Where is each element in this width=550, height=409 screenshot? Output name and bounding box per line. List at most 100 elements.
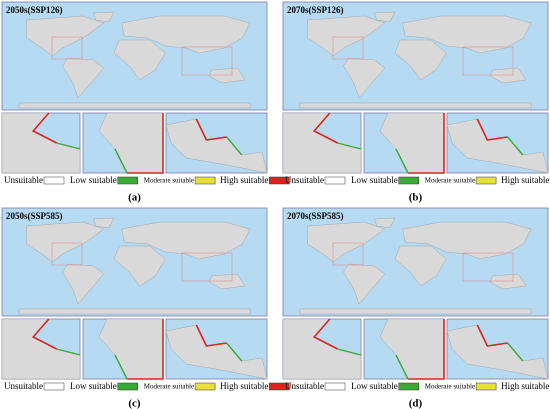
- legend-swatch: [398, 176, 419, 185]
- landmass: [374, 11, 396, 23]
- legend-label: Moderate suitable: [425, 177, 475, 185]
- low-suitable-coast: [226, 342, 243, 362]
- legend-label: Unsuitable: [285, 381, 324, 391]
- landmass: [113, 245, 166, 287]
- panel-title: 2070s(SSP585): [287, 211, 344, 221]
- legend-label: Unsuitable: [285, 175, 324, 185]
- inset-map: [363, 112, 445, 174]
- low-suitable-coast: [114, 354, 128, 380]
- panel-title: 2050s(SSP585): [6, 211, 63, 221]
- low-suitable-coast: [507, 136, 524, 156]
- low-suitable-coast: [507, 342, 524, 362]
- legend-label: High suitable: [220, 381, 268, 391]
- inset-map: [1, 318, 81, 380]
- legend-swatch: [269, 382, 290, 391]
- landmass: [26, 221, 105, 263]
- landmass: [62, 57, 104, 99]
- legend-swatch: [43, 382, 65, 391]
- inset-map: [82, 318, 164, 380]
- legend-label: Low suitable: [70, 175, 117, 185]
- landmass: [307, 15, 386, 57]
- panel-caption: (d): [409, 398, 423, 409]
- landmass: [26, 15, 105, 57]
- legend-swatch: [194, 382, 216, 391]
- landmass: [307, 221, 386, 263]
- inset-outline: [332, 36, 364, 60]
- high-suitable-coast: [195, 118, 227, 141]
- landmass: [121, 15, 251, 54]
- map-panel: 2050s(SSP126) Unsuitable Low suitable Moder…: [1, 1, 290, 204]
- high-suitable-coast: [31, 318, 57, 350]
- low-suitable-coast: [56, 348, 81, 356]
- legend-label: Moderate suitable: [144, 177, 194, 185]
- high-suitable-coast: [195, 324, 227, 347]
- inset-outline: [51, 36, 83, 60]
- high-suitable-coast: [127, 113, 164, 174]
- legend-label: Moderate suitable: [144, 383, 194, 391]
- inset-outline: [51, 242, 83, 266]
- landmass: [343, 263, 385, 305]
- inset-map: [446, 318, 549, 380]
- low-suitable-coast: [395, 354, 409, 380]
- legend-label: Low suitable: [351, 381, 398, 391]
- map-panel: 2070s(SSP126) Unsuitable Low suitable Moder…: [282, 1, 549, 204]
- legend-swatch: [43, 176, 65, 185]
- landmass: [121, 221, 251, 260]
- low-suitable-coast: [337, 348, 362, 356]
- landmass: [62, 263, 104, 305]
- high-suitable-coast: [312, 318, 338, 350]
- legend-swatch: [475, 176, 497, 185]
- landmass: [374, 217, 396, 229]
- inset-map: [165, 318, 268, 380]
- landmass: [299, 308, 532, 315]
- legend-label: High suitable: [501, 175, 549, 185]
- panel-caption: (b): [409, 192, 423, 204]
- high-suitable-coast: [476, 324, 508, 347]
- high-suitable-coast: [312, 112, 338, 144]
- high-suitable-coast: [127, 319, 164, 380]
- landmass: [394, 39, 447, 81]
- landmass: [113, 39, 166, 81]
- legend-swatch: [269, 176, 290, 185]
- legend-swatch: [398, 382, 419, 391]
- landmass: [343, 57, 385, 99]
- inset-map: [282, 318, 362, 380]
- landmass: [402, 15, 532, 54]
- legend-swatch: [324, 176, 346, 185]
- legend-swatch: [194, 176, 216, 185]
- landmass: [299, 102, 532, 109]
- panel-caption: (a): [128, 192, 141, 204]
- legend-label: Unsuitable: [4, 381, 43, 391]
- inset-map: [363, 318, 445, 380]
- legend-label: Low suitable: [351, 175, 398, 185]
- legend-swatch: [324, 382, 346, 391]
- inset-map: [446, 112, 549, 174]
- legend-swatch: [475, 382, 497, 391]
- legend-label: High suitable: [220, 175, 268, 185]
- panel-title: 2050s(SSP126): [6, 5, 63, 15]
- inset-map: [82, 112, 164, 174]
- high-suitable-coast: [408, 113, 445, 174]
- inset-outline: [332, 242, 364, 266]
- high-suitable-coast: [31, 112, 57, 144]
- inset-outline: [181, 46, 233, 76]
- low-suitable-coast: [395, 148, 409, 174]
- legend-label: Unsuitable: [4, 175, 43, 185]
- low-suitable-coast: [114, 148, 128, 174]
- landmass: [394, 245, 447, 287]
- inset-outline: [181, 252, 233, 282]
- inset-outline: [462, 46, 514, 76]
- inset-map: [165, 112, 268, 174]
- high-suitable-coast: [476, 118, 508, 141]
- panel-caption: (c): [128, 398, 141, 409]
- landmass: [93, 217, 115, 229]
- high-suitable-coast: [408, 319, 445, 380]
- low-suitable-coast: [337, 142, 362, 150]
- inset-map: [1, 112, 81, 174]
- legend-label: Low suitable: [70, 381, 117, 391]
- landmass: [402, 221, 532, 260]
- low-suitable-coast: [56, 142, 81, 150]
- low-suitable-coast: [226, 136, 243, 156]
- landmass: [93, 11, 115, 23]
- legend-label: High suitable: [501, 381, 549, 391]
